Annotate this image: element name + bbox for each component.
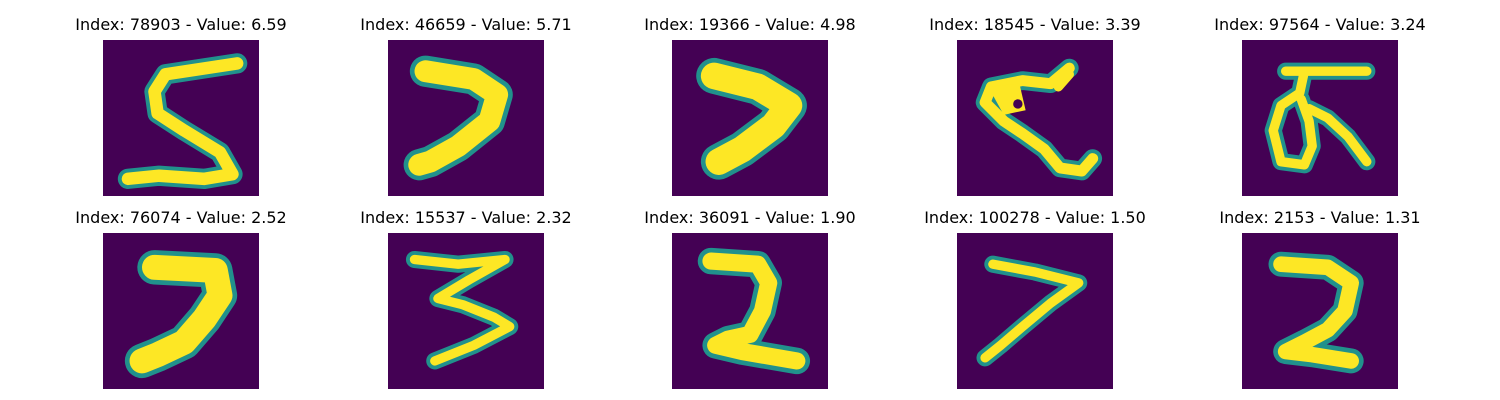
grid-cell-4: Index: 18545 - Value: 3.39 xyxy=(905,12,1165,197)
grid-cell-1: Index: 78903 - Value: 6.59 xyxy=(51,12,311,197)
grid-cell-2: Index: 46659 - Value: 5.71 xyxy=(336,12,596,197)
grid-cell-7: Index: 15537 - Value: 2.32 xyxy=(336,205,596,390)
cell-title: Index: 46659 - Value: 5.71 xyxy=(360,15,572,34)
digit-image xyxy=(1242,40,1398,196)
grid-cell-6: Index: 76074 - Value: 2.52 xyxy=(51,205,311,390)
grid-cell-3: Index: 19366 - Value: 4.98 xyxy=(620,12,880,197)
grid-cell-9: Index: 100278 - Value: 1.50 xyxy=(905,205,1165,390)
cell-title: Index: 78903 - Value: 6.59 xyxy=(75,15,287,34)
digit-image xyxy=(957,40,1113,196)
cell-title: Index: 19366 - Value: 4.98 xyxy=(644,15,856,34)
grid-cell-10: Index: 2153 - Value: 1.31 xyxy=(1190,205,1450,390)
digit-image xyxy=(957,233,1113,389)
cell-title: Index: 97564 - Value: 3.24 xyxy=(1214,15,1426,34)
cell-title: Index: 15537 - Value: 2.32 xyxy=(360,208,572,227)
digit-image xyxy=(672,233,828,389)
digit-image xyxy=(388,40,544,196)
digit-image xyxy=(1242,233,1398,389)
grid-cell-5: Index: 97564 - Value: 3.24 xyxy=(1190,12,1450,197)
digit-image xyxy=(388,233,544,389)
cell-title: Index: 36091 - Value: 1.90 xyxy=(644,208,856,227)
cell-title: Index: 76074 - Value: 2.52 xyxy=(75,208,287,227)
digit-image xyxy=(103,40,259,196)
cell-title: Index: 18545 - Value: 3.39 xyxy=(929,15,1141,34)
grid-cell-8: Index: 36091 - Value: 1.90 xyxy=(620,205,880,390)
cell-title: Index: 100278 - Value: 1.50 xyxy=(924,208,1146,227)
digit-image xyxy=(103,233,259,389)
digit-image xyxy=(672,40,828,196)
cell-title: Index: 2153 - Value: 1.31 xyxy=(1219,208,1421,227)
